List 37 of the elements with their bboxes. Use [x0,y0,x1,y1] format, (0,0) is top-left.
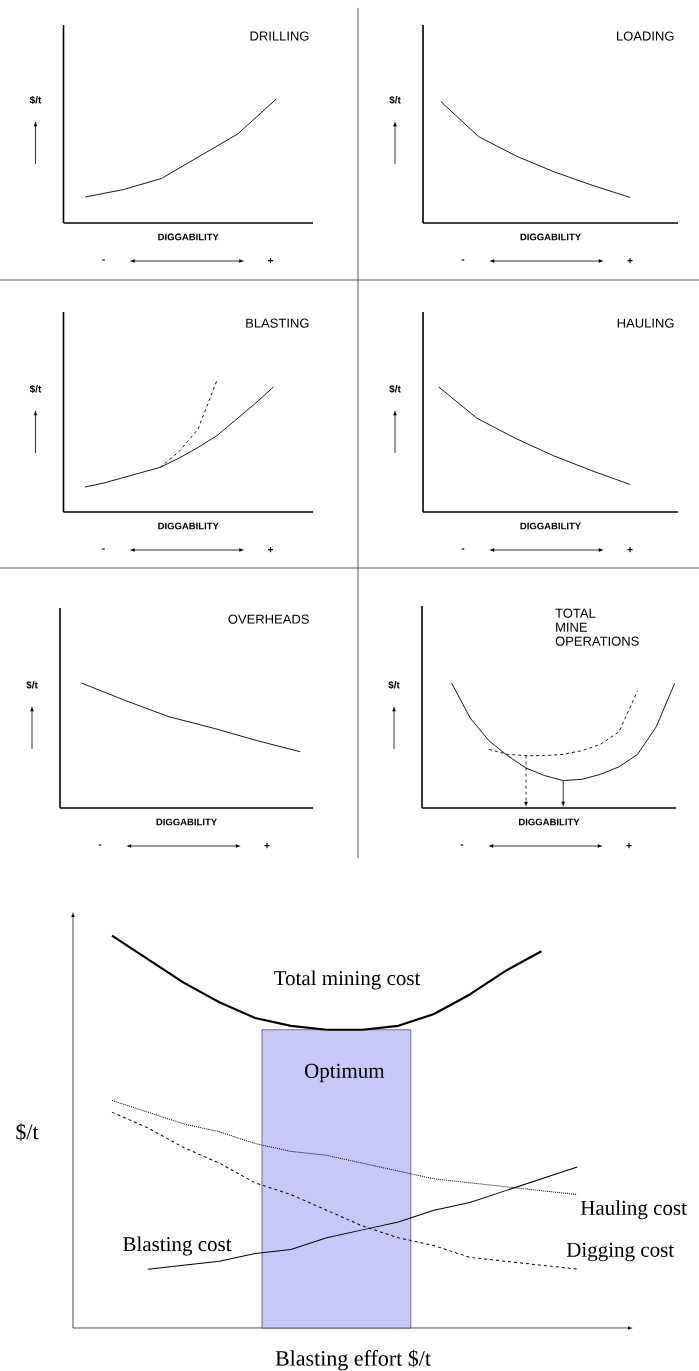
y-axis-title: $/t [389,384,401,394]
x-axis-title: DIGGABILITY [156,818,217,826]
chart-title: DRILLING [250,31,309,41]
chart-title: HAULING [617,318,674,328]
text: + [264,843,270,849]
text: + [627,547,633,553]
series-label: Hauling cost [580,1200,687,1220]
chart-title: OVERHEADS [228,614,309,624]
y-axis-title: $/t [26,680,38,690]
x-axis-title: Blasting effort $/t [275,1349,431,1371]
chart-title: TOTAL MINE OPERATIONS [555,608,639,646]
x-axis-title: DIGGABILITY [158,522,219,530]
annotation: Optimum [304,1063,385,1083]
y-axis-title: $/t [16,1123,39,1141]
x-axis-title: DIGGABILITY [520,522,581,530]
y-axis-title: $/t [389,95,401,105]
x-axis-title: DIGGABILITY [158,233,219,241]
series-label: Total mining cost [274,970,421,990]
series-label: Digging cost [566,1242,674,1262]
y-axis-title: $/t [29,95,42,105]
text: + [626,843,632,849]
chart-title: BLASTING [246,318,309,328]
text: - [102,548,105,550]
series-label: Blasting cost [123,1236,232,1256]
chart-title: LOADING [617,31,674,41]
text: + [627,258,633,264]
text: - [460,844,464,846]
y-axis-title: $/t [29,384,42,394]
text: + [268,547,274,553]
text: - [461,548,465,550]
text: - [102,259,105,261]
x-axis-title: DIGGABILITY [519,818,580,826]
y-axis-title: $/t [388,680,400,690]
x-axis-title: DIGGABILITY [520,233,581,241]
text: - [98,844,102,846]
text: + [268,258,274,264]
text: - [461,259,465,261]
